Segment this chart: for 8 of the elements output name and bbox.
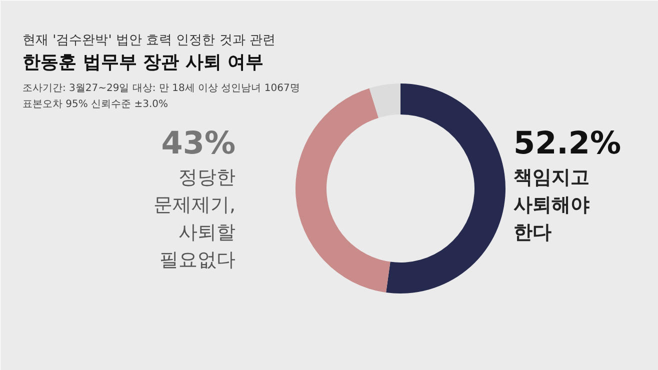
text: 조사기간: 3월27~29일 대상: 만 18세 이상 성인남녀 1067명 (22, 83, 300, 94)
slice-label: 책임지고 사퇴해야 한다 (514, 166, 590, 244)
text: 표본오차 95% 신뢰수준 ±3.0% (22, 99, 168, 110)
chart-subtitle: 현재 '검수완박' 법안 효력 인정한 것과 관련 (22, 33, 276, 48)
chart-title: 한동훈 법무부 장관 사퇴 여부 (22, 52, 264, 73)
data-label: 43% (161, 126, 236, 162)
slice-label: 정당한 문제제기, 사퇴할 필요없다 (153, 166, 236, 271)
data-label: 52.2% (514, 126, 622, 162)
